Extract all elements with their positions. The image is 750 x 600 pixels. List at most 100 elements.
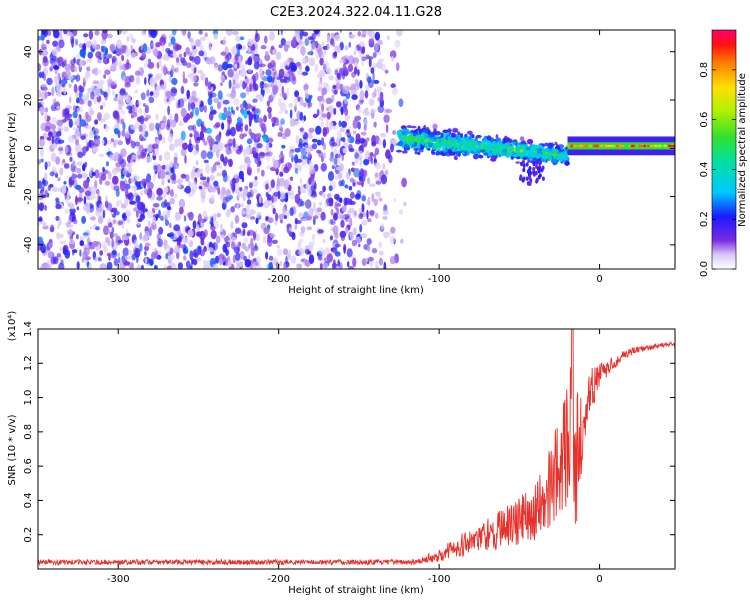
snr-y-tick-label: 1.0 — [23, 390, 34, 406]
spectrogram-cell — [126, 36, 130, 42]
spectrogram-cell — [593, 144, 598, 148]
spectrogram-cell — [79, 58, 83, 68]
spectrogram-cell — [192, 165, 196, 170]
spectrogram-cell — [305, 215, 312, 221]
spectrogram-cell — [187, 229, 194, 238]
spectrogram-cell — [299, 178, 303, 184]
spectrogram-cell — [42, 179, 49, 187]
spectrogram-cell — [303, 84, 309, 92]
spectrogram-cell — [149, 91, 154, 96]
spectrogram-cell — [426, 148, 431, 151]
spectrogram-cell — [88, 130, 94, 139]
spectrogram-cell — [84, 125, 92, 130]
spectrogram-cell — [299, 184, 305, 194]
spectrogram-cell — [196, 118, 203, 127]
spectrogram-cell — [48, 131, 53, 138]
spectrogram-cell — [69, 208, 76, 215]
spectrogram-cell — [332, 259, 336, 269]
spectrogram-cell — [86, 66, 91, 72]
spectrogram-cell — [342, 86, 349, 95]
spectrogram-cell — [98, 203, 105, 212]
spectrogram-cell — [249, 83, 252, 92]
spectrogram-cell — [402, 131, 406, 136]
spectrogram-cell — [433, 137, 437, 141]
spectrogram-cell — [188, 193, 194, 197]
spectrogram-cell — [472, 153, 479, 160]
spectrogram-cell — [233, 246, 240, 254]
spectrogram-y-tick-label: 20 — [23, 94, 34, 107]
spectrogram-cell — [215, 122, 221, 128]
spectrogram-cell — [269, 233, 277, 239]
spectrogram-cell — [165, 175, 172, 180]
spectrogram-cell — [496, 147, 500, 152]
spectrogram-cell — [355, 79, 359, 84]
spectrogram-cell — [532, 166, 536, 172]
spectrogram-cell — [59, 167, 64, 176]
spectrogram-cell — [177, 262, 183, 269]
spectrogram-cell — [252, 179, 259, 188]
spectrogram-cell — [337, 171, 343, 180]
spectrogram-cell — [299, 263, 303, 269]
spectrogram-cell — [90, 216, 96, 221]
spectrogram-cell — [361, 56, 367, 61]
spectrogram-cell — [74, 143, 82, 154]
spectrogram-cell — [109, 43, 116, 52]
spectrogram-cell — [466, 151, 470, 156]
spectrogram-cell — [325, 68, 331, 73]
spectrogram-cell — [266, 154, 270, 162]
spectrogram-cell — [249, 120, 252, 127]
spectrogram-cell — [499, 151, 503, 155]
spectrogram-cell — [103, 74, 106, 79]
spectrogram-cell — [164, 186, 169, 193]
spectrogram-cell — [519, 174, 523, 179]
spectrogram-cell — [266, 87, 271, 94]
spectrogram-cell — [63, 60, 67, 66]
spectrogram-cell — [348, 265, 354, 269]
spectrogram-cell — [368, 98, 375, 106]
spectrogram-cell — [649, 144, 653, 148]
spectrogram-cell — [287, 162, 292, 169]
spectrogram-cell — [232, 86, 236, 93]
spectrogram-cell — [401, 177, 407, 188]
spectrogram-cell — [221, 122, 225, 130]
spectrogram-cell — [371, 248, 378, 254]
spectrogram-cell — [191, 181, 198, 192]
spectrogram-cell — [98, 196, 102, 203]
spectrogram-cell — [410, 136, 413, 142]
spectrogram-cell — [131, 154, 137, 160]
spectrogram-cell — [312, 233, 315, 241]
spectrogram-cell — [157, 238, 164, 248]
spectrogram-cell — [122, 122, 126, 131]
spectrogram-cell — [68, 215, 73, 225]
spectrogram-cell — [154, 265, 158, 269]
spectrogram-cell — [400, 238, 404, 244]
spectrogram-cell — [359, 168, 365, 178]
spectrogram-cell — [264, 35, 268, 44]
spectrogram-cell — [38, 202, 45, 212]
spectrogram-cell — [348, 34, 356, 39]
spectrogram-cell — [306, 226, 313, 231]
spectrogram-cell — [503, 142, 510, 149]
spectrogram-cell — [303, 115, 306, 122]
spectrogram-cell — [294, 224, 298, 230]
spectrogram-cell — [528, 166, 532, 171]
spectrogram-cell — [345, 172, 350, 180]
spectrogram-cell — [320, 211, 326, 221]
spectrogram-cell — [390, 83, 396, 88]
spectrogram-cell — [83, 180, 89, 189]
spectrogram-cell — [62, 159, 66, 163]
spectrogram-cell — [201, 121, 205, 130]
spectrogram-cell — [520, 161, 523, 166]
spectrogram-x-tick-label: 0 — [596, 274, 602, 285]
spectrogram-cell — [210, 217, 214, 227]
spectrogram-cell — [299, 111, 304, 121]
spectrogram-cell — [316, 149, 322, 154]
spectrogram-cell — [339, 163, 344, 172]
spectrogram-cell — [72, 111, 78, 119]
spectrogram-cell — [114, 151, 118, 162]
spectrogram-cell — [52, 48, 58, 57]
spectrogram-cell — [326, 253, 334, 263]
spectrogram-cell — [273, 159, 279, 169]
